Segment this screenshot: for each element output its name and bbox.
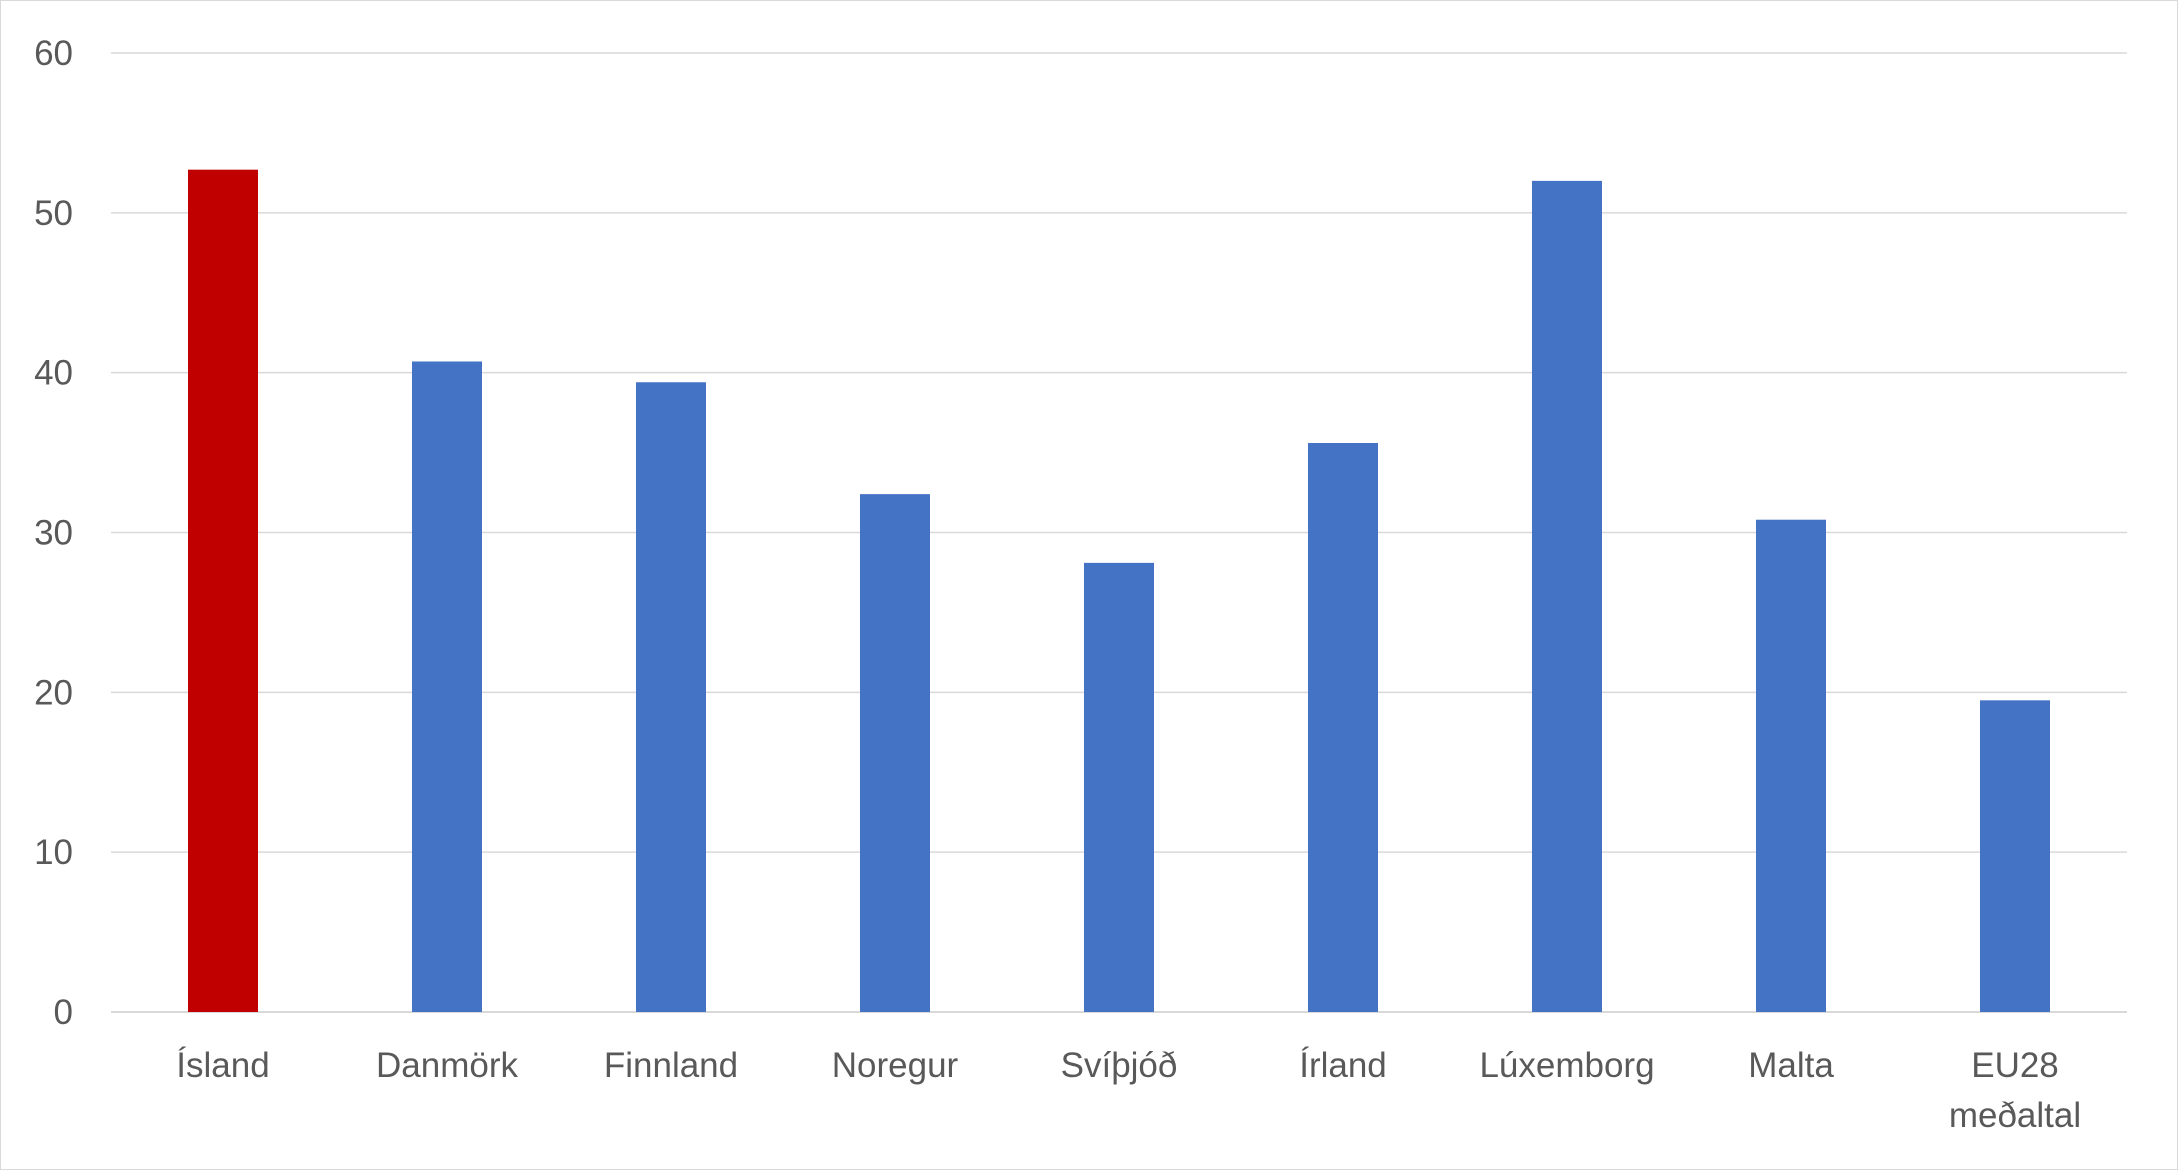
x-category-label: Lúxemborg (1479, 1046, 1654, 1085)
y-tick-label: 30 (34, 514, 73, 553)
y-tick-label: 20 (34, 673, 73, 712)
x-category-label: EU28 (1971, 1046, 2059, 1085)
bar-finnland (636, 382, 706, 1012)
x-category-label: Danmörk (376, 1046, 518, 1085)
x-category-label: Finnland (604, 1046, 738, 1085)
x-axis-category-labels: Ísland Danmörk Finnland Noregur Svíþjóð Írlan… (176, 1046, 2081, 1135)
bar-lúxemborg (1532, 180, 1602, 1012)
bar-malta (1756, 519, 1826, 1012)
bar-eu28-meðaltal (1980, 700, 2050, 1012)
x-category-label: Írland (1299, 1046, 1387, 1085)
bar-írland (1308, 442, 1378, 1012)
bars (188, 169, 2050, 1012)
bar-ísland (188, 169, 258, 1012)
bar-svíþjóð (1084, 562, 1154, 1012)
x-category-label: meðaltal (1949, 1096, 2081, 1135)
x-category-label: Malta (1748, 1046, 1834, 1085)
x-category-label: Svíþjóð (1061, 1046, 1178, 1085)
y-tick-label: 50 (34, 194, 73, 233)
x-category-label: Noregur (832, 1046, 959, 1085)
y-tick-label: 40 (34, 354, 73, 393)
x-category-label: Ísland (176, 1046, 269, 1085)
y-tick-label: 60 (34, 34, 73, 73)
bar-danmörk (412, 361, 482, 1012)
y-tick-label: 0 (54, 993, 73, 1032)
y-axis-tick-labels: 0 10 20 30 40 50 60 (34, 34, 73, 1032)
y-tick-label: 10 (34, 833, 73, 872)
bar-noregur (860, 494, 930, 1012)
